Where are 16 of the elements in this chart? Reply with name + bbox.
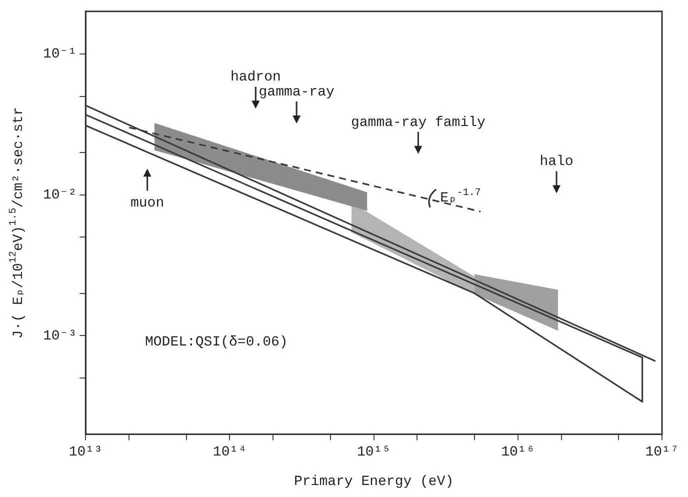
y-axis-title: J·( Eₚ/1012eV)1.5/cm²·sec·str (8, 106, 27, 339)
x-tick-label: 10¹⁵ (357, 444, 391, 460)
y-tick-label: 10⁻² (42, 187, 77, 204)
annotation: muon (130, 196, 164, 212)
x-tick-label: 10¹⁶ (501, 444, 535, 460)
y-tick-label: 10⁻³ (42, 328, 77, 344)
annotation: gamma-ray family (350, 114, 486, 131)
annotation: MODEL:QSI(δ=0.06) (145, 334, 288, 350)
annotation: hadron (230, 70, 281, 86)
x-tick-label: 10¹³ (68, 444, 102, 460)
annotation: gamma-ray (258, 84, 334, 100)
annotation: halo (540, 154, 574, 170)
y-tick-label: 10⁻¹ (42, 46, 77, 63)
x-tick-label: 10¹⁴ (212, 444, 247, 460)
x-tick-label: 10¹⁷ (645, 444, 679, 460)
x-axis-title: Primary Energy (eV) (294, 474, 454, 490)
